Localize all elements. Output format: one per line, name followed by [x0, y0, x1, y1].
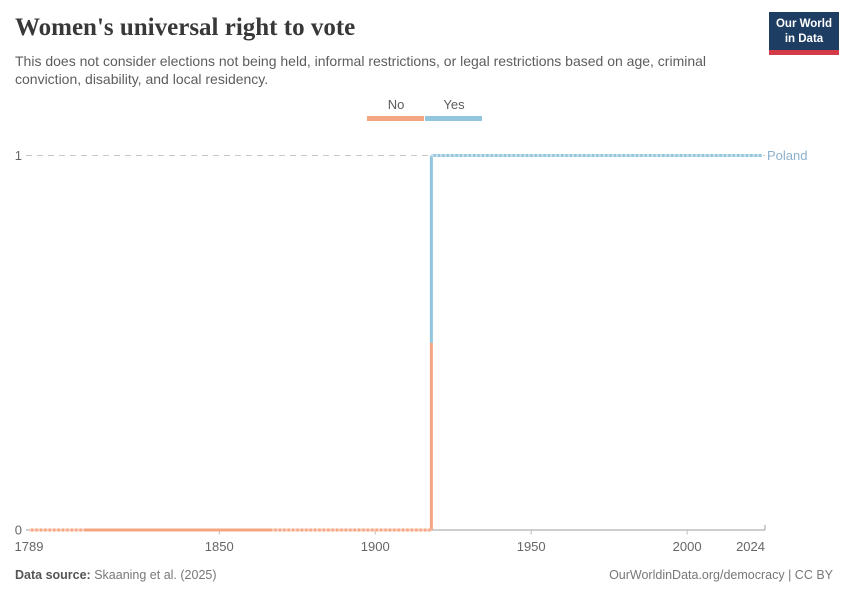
y-axis-label-0: 0	[15, 523, 22, 538]
legend-label-yes: Yes	[443, 97, 465, 112]
x-axis-label-1850: 1850	[205, 539, 234, 554]
legend-label-no: No	[387, 97, 405, 112]
data-source-label: Data source:	[15, 568, 91, 582]
license-link[interactable]: OurWorldinData.org/democracy | CC BY	[609, 568, 833, 582]
y-axis-label-1: 1	[15, 148, 22, 163]
x-axis-label-1900: 1900	[361, 539, 390, 554]
page-title: Women's universal right to vote	[15, 14, 356, 41]
x-axis-label-1789: 1789	[15, 539, 44, 554]
page-subtitle: This does not consider elections not bei…	[15, 53, 707, 88]
owid-logo-line2: in Data	[784, 32, 824, 45]
legend-swatch-no	[367, 116, 424, 121]
owid-logo-line1: Our World	[775, 18, 832, 30]
legend-swatch-yes	[425, 116, 482, 121]
legend-item-yes[interactable]: Yes	[425, 97, 483, 121]
data-source-value: Skaaning et al. (2025)	[90, 568, 217, 582]
data-source: Data source: Skaaning et al. (2025)	[15, 568, 217, 582]
x-axis-label-2000: 2000	[673, 539, 702, 554]
x-axis-label-1950: 1950	[517, 539, 546, 554]
x-axis-label-2024: 2024	[736, 539, 765, 554]
legend: No Yes	[0, 97, 850, 121]
legend-item-no[interactable]: No	[367, 97, 425, 121]
step-line-chart[interactable]: 0 1 1789 1850 1900 1950 2000 2024 Poland	[0, 130, 850, 565]
owid-logo[interactable]: Our World in Data	[769, 12, 839, 56]
entity-label-poland: Poland	[767, 148, 807, 163]
footer: Data source: Skaaning et al. (2025) OurW…	[15, 568, 833, 582]
